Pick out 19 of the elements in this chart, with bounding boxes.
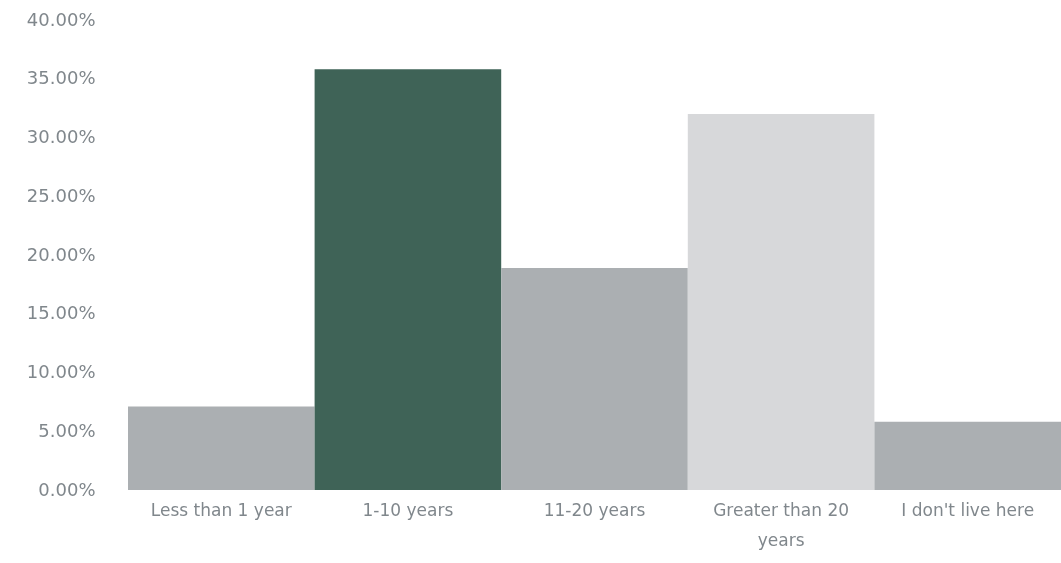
- y-tick-label: 40.00%: [26, 8, 96, 30]
- x-tick-label: Less than 1 year: [150, 499, 292, 520]
- y-tick-label: 10.00%: [26, 361, 96, 382]
- x-tick-label: 1-10 years: [362, 499, 454, 520]
- x-tick-label: Greater than 20 years: [713, 499, 850, 550]
- bar: [687, 114, 875, 490]
- y-tick-label: 15.00%: [26, 302, 96, 324]
- y-tick-label: 30.00%: [26, 126, 96, 147]
- bar: [874, 421, 1061, 490]
- bar: [128, 406, 315, 490]
- y-tick-label: 0.00%: [38, 478, 96, 500]
- bar: [314, 69, 502, 490]
- x-tick-label: I don't live here: [901, 499, 1035, 520]
- bar: [501, 267, 688, 490]
- y-tick-label: 5.00%: [38, 419, 96, 441]
- y-tick-label: 20.00%: [26, 243, 96, 265]
- y-tick-label: 35.00%: [26, 67, 96, 89]
- y-tick-label: 25.00%: [26, 184, 96, 206]
- x-tick-label: 11-20 years: [543, 499, 646, 520]
